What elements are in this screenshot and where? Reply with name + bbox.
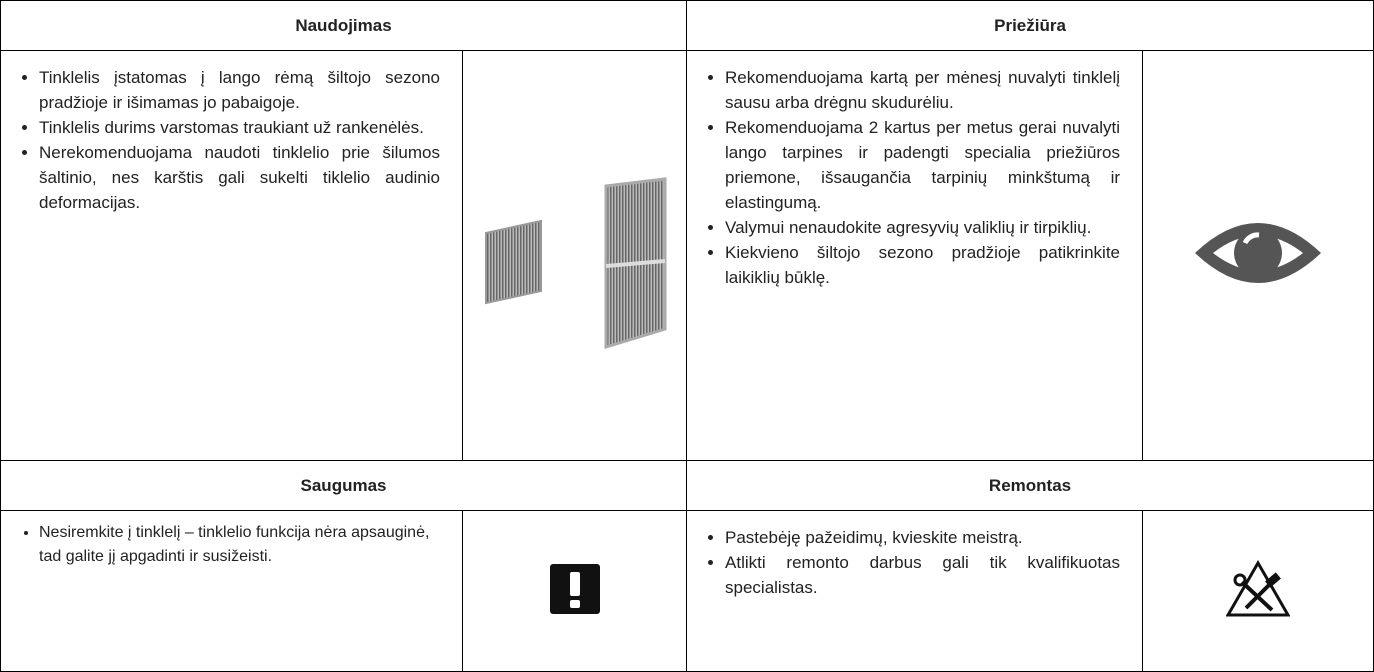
list-item: Nerekomenduojama naudoti tinklelio prie …	[39, 140, 440, 215]
eye-icon	[1195, 223, 1322, 283]
list-item: Kiekvieno šiltojo sezono pradžioje patik…	[725, 240, 1120, 290]
section-title: Saugumas	[0, 460, 688, 511]
list-item: Rekomenduojama kartą per mėnesį nuvalyti…	[725, 65, 1120, 115]
list-item: Rekomenduojama 2 kartus per metus gerai …	[725, 115, 1120, 215]
list: Nesiremkite į tinklelį – tinklelio funkc…	[1, 511, 462, 569]
repair-icon	[1225, 559, 1291, 616]
list-item: Tinklelis durims varstomas traukiant už …	[39, 115, 440, 140]
list-item: Nesiremkite į tinklelį – tinklelio funkc…	[39, 521, 440, 569]
list: Tinklelis įstatomas į lango rėmą šiltojo…	[1, 51, 462, 215]
list-item: Pastebėję pažeidimų, kvieskite meistrą.	[725, 525, 1120, 550]
screen-image	[485, 177, 667, 350]
section-title: Naudojimas	[0, 0, 688, 51]
list: Rekomenduojama kartą per mėnesį nuvalyti…	[687, 51, 1142, 290]
list-item: Atlikti remonto darbus gali tik kvalifik…	[725, 550, 1120, 600]
list-item: Valymui nenaudokite agresyvių valiklių i…	[725, 215, 1120, 240]
section-title: Remontas	[686, 460, 1374, 511]
section-title: Priežiūra	[686, 0, 1374, 51]
warning-icon	[549, 563, 600, 614]
list-item: Tinklelis įstatomas į lango rėmą šiltojo…	[39, 65, 440, 115]
list: Pastebėję pažeidimų, kvieskite meistrą. …	[687, 511, 1142, 600]
